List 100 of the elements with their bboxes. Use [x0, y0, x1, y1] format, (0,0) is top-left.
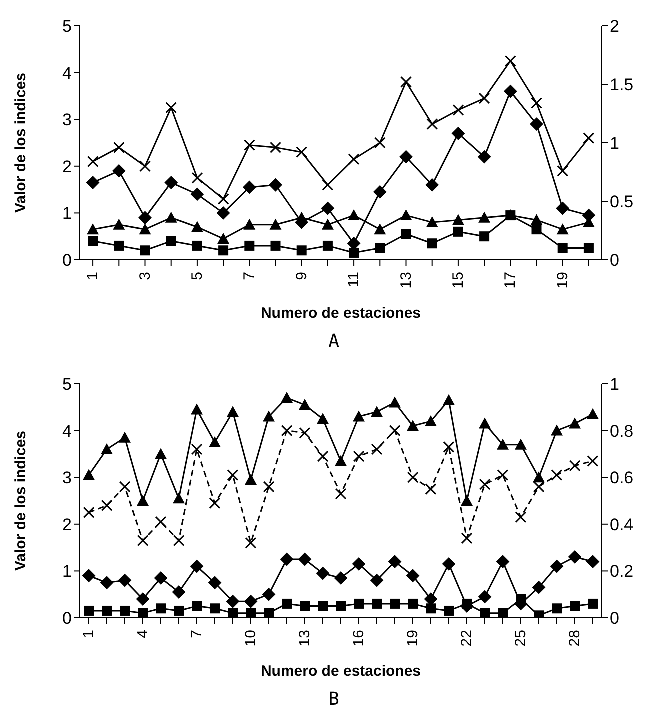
- point: [173, 492, 185, 504]
- point: [570, 601, 580, 612]
- point: [296, 246, 307, 256]
- point: [139, 224, 152, 235]
- point: [371, 406, 383, 418]
- y2-tick-label: 0.8: [610, 422, 634, 441]
- point: [388, 555, 402, 568]
- point: [208, 576, 222, 590]
- point: [556, 224, 569, 235]
- x-tick-label: 9: [293, 272, 310, 280]
- point: [164, 176, 178, 190]
- x-tick-label: 1: [80, 630, 98, 638]
- point: [406, 569, 420, 582]
- point: [119, 432, 131, 443]
- point: [588, 598, 598, 609]
- point: [348, 210, 360, 221]
- point: [138, 608, 148, 618]
- point: [400, 76, 412, 88]
- point: [569, 418, 581, 429]
- point: [83, 469, 95, 480]
- point: [496, 555, 510, 568]
- y2-tick-label: 1: [610, 134, 620, 154]
- point: [497, 438, 509, 450]
- point: [317, 450, 329, 462]
- point: [425, 484, 437, 496]
- point: [228, 608, 238, 618]
- point: [102, 606, 112, 616]
- point: [227, 470, 239, 482]
- point: [218, 232, 230, 244]
- point: [353, 410, 365, 422]
- point: [400, 150, 413, 164]
- point: [113, 218, 126, 230]
- point: [321, 202, 334, 216]
- point: [336, 601, 346, 612]
- point: [552, 604, 562, 614]
- point: [298, 553, 312, 566]
- point: [218, 246, 229, 256]
- x-axis-title: Numero de estaciones: [260, 305, 422, 322]
- x-tick-label: 10: [242, 630, 260, 647]
- point: [480, 232, 490, 242]
- x-tick-label: 4: [134, 630, 152, 638]
- point: [479, 418, 491, 429]
- point: [191, 221, 204, 232]
- point: [504, 85, 518, 98]
- x-tick-label: 16: [350, 630, 368, 647]
- point: [113, 142, 125, 154]
- point: [390, 598, 400, 609]
- point: [530, 214, 543, 226]
- point: [374, 137, 386, 149]
- point: [335, 455, 347, 466]
- point: [192, 172, 204, 184]
- y2-tick-label: 0.4: [610, 515, 634, 534]
- point: [349, 248, 360, 258]
- point: [515, 512, 527, 524]
- point: [119, 481, 131, 493]
- y2-tick-label: 0: [610, 609, 620, 628]
- point: [282, 598, 292, 609]
- point: [114, 240, 124, 251]
- point: [374, 224, 386, 235]
- point: [442, 558, 456, 571]
- point: [87, 224, 100, 235]
- point: [478, 212, 491, 223]
- point: [137, 495, 149, 506]
- point: [296, 146, 308, 158]
- point: [569, 460, 581, 472]
- point: [444, 606, 454, 616]
- point: [452, 214, 464, 226]
- y-tick-label: 5: [62, 17, 72, 36]
- point: [461, 495, 473, 506]
- point: [461, 532, 473, 544]
- point: [166, 236, 176, 246]
- point: [426, 604, 436, 614]
- point: [83, 506, 95, 518]
- y-tick-label: 4: [62, 64, 72, 83]
- point: [408, 598, 418, 609]
- point: [453, 226, 464, 237]
- point: [299, 427, 311, 439]
- y-axis-title: Valor de los indices: [12, 430, 30, 572]
- point: [210, 604, 220, 614]
- point: [101, 500, 113, 512]
- point: [322, 218, 334, 230]
- point: [353, 450, 365, 462]
- y2-tick-label: 2: [610, 17, 620, 36]
- point: [120, 606, 130, 616]
- x-tick-label: 17: [502, 272, 520, 289]
- point: [370, 574, 384, 588]
- point: [334, 572, 348, 585]
- point: [190, 560, 204, 574]
- x-tick-label: 13: [398, 272, 415, 289]
- y2-tick-label: 1: [610, 375, 620, 394]
- point: [478, 150, 492, 164]
- point: [84, 606, 94, 616]
- point: [587, 408, 599, 420]
- point: [389, 425, 401, 437]
- point: [515, 438, 527, 450]
- x-tick-label: 15: [450, 272, 467, 289]
- point: [244, 240, 255, 251]
- point: [427, 238, 438, 249]
- point: [82, 569, 96, 582]
- y2-tick-label: 0: [610, 251, 620, 270]
